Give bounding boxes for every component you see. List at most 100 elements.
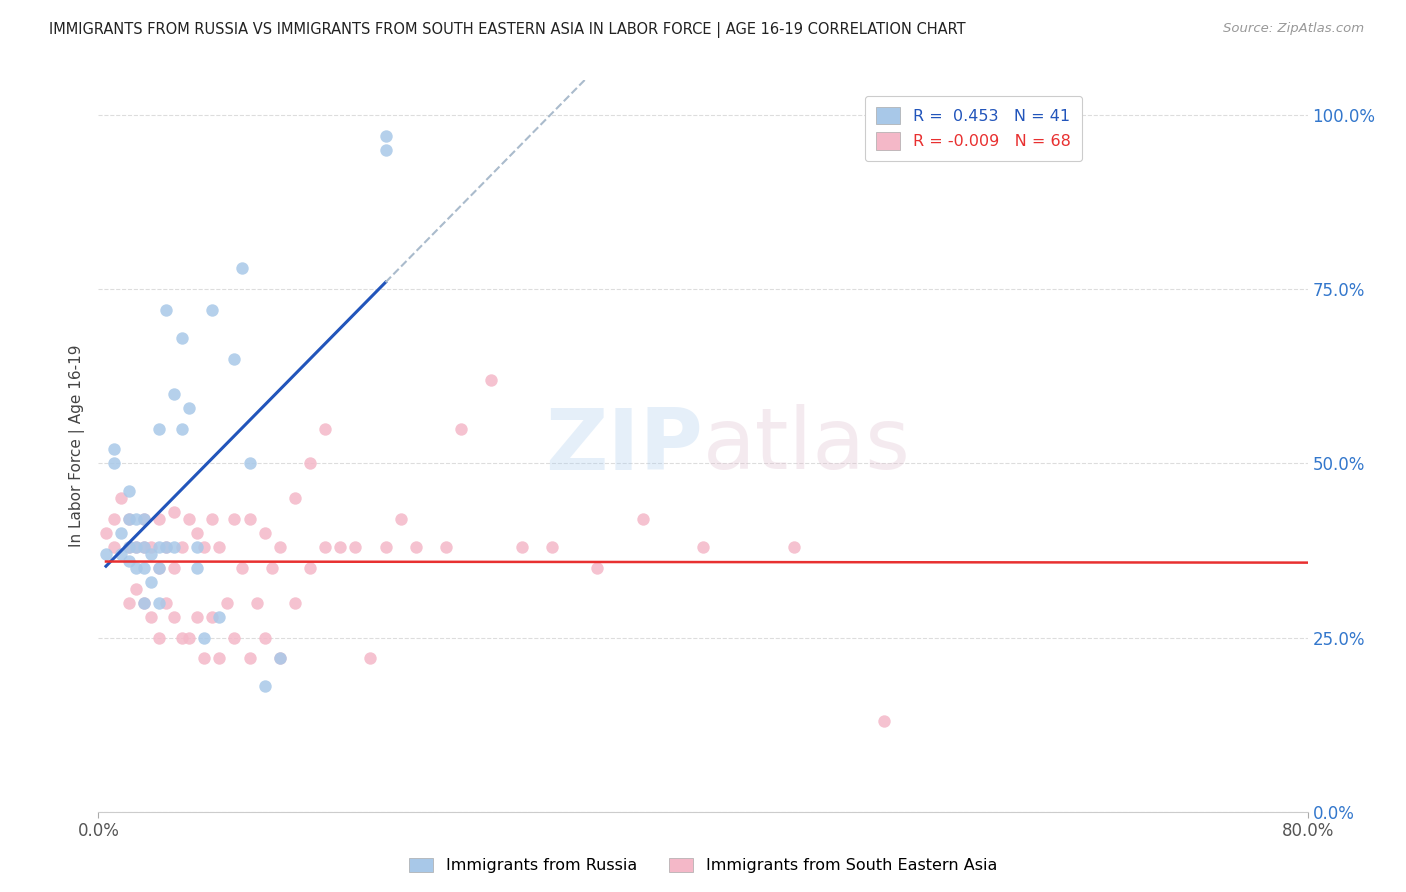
Point (389, 512, 412, 526)
Point (360, 651, 382, 665)
Point (141, 609, 163, 624)
Point (132, 596, 155, 610)
Point (170, 421, 193, 435)
Point (132, 512, 155, 526)
Point (510, 540, 533, 554)
Point (239, 457, 262, 471)
Point (631, 512, 654, 526)
Point (155, 540, 177, 554)
Point (193, 631, 215, 645)
Point (118, 540, 141, 554)
Point (141, 547, 163, 561)
Point (118, 512, 141, 526)
Point (783, 540, 806, 554)
Point (374, 128, 396, 143)
Legend: R =  0.453   N = 41, R = -0.009   N = 68: R = 0.453 N = 41, R = -0.009 N = 68 (865, 95, 1083, 161)
Point (132, 596, 155, 610)
Point (540, 540, 562, 554)
Point (110, 547, 132, 561)
Point (179, 401, 201, 415)
Point (201, 512, 224, 526)
Point (148, 596, 170, 610)
Point (224, 351, 246, 366)
Point (110, 491, 132, 506)
Point (125, 512, 148, 526)
Point (170, 331, 193, 345)
Point (163, 561, 186, 575)
Point (208, 540, 231, 554)
Point (132, 540, 155, 554)
Point (132, 561, 155, 575)
Point (118, 540, 141, 554)
Point (253, 526, 276, 541)
Point (94, 547, 117, 561)
Point (374, 540, 396, 554)
Point (262, 561, 284, 575)
Point (110, 526, 132, 541)
Point (141, 574, 163, 589)
Point (231, 261, 253, 276)
Point (374, 143, 396, 157)
Text: ZIP: ZIP (546, 404, 703, 488)
Point (155, 596, 177, 610)
Legend: Immigrants from Russia, Immigrants from South Eastern Asia: Immigrants from Russia, Immigrants from … (402, 851, 1004, 880)
Point (201, 303, 224, 318)
Point (170, 540, 193, 554)
Point (269, 651, 291, 665)
Point (186, 561, 208, 575)
Point (224, 631, 246, 645)
Text: Source: ZipAtlas.com: Source: ZipAtlas.com (1223, 22, 1364, 36)
Point (284, 491, 307, 506)
Text: IMMIGRANTS FROM RUSSIA VS IMMIGRANTS FROM SOUTH EASTERN ASIA IN LABOR FORCE | AG: IMMIGRANTS FROM RUSSIA VS IMMIGRANTS FRO… (49, 22, 966, 38)
Point (299, 457, 322, 471)
Point (118, 484, 141, 499)
Point (405, 540, 427, 554)
Point (344, 540, 367, 554)
Point (186, 609, 208, 624)
Point (148, 540, 170, 554)
Point (118, 554, 141, 568)
Point (692, 540, 714, 554)
Point (299, 561, 322, 575)
Point (269, 651, 291, 665)
Point (186, 526, 208, 541)
Point (208, 651, 231, 665)
Point (253, 631, 276, 645)
Y-axis label: In Labor Force | Age 16-19: In Labor Force | Age 16-19 (69, 344, 86, 548)
Point (103, 457, 125, 471)
Point (314, 540, 336, 554)
Point (179, 631, 201, 645)
Point (141, 540, 163, 554)
Point (103, 442, 125, 457)
Point (132, 512, 155, 526)
Point (148, 631, 170, 645)
Point (239, 512, 262, 526)
Point (208, 609, 231, 624)
Point (314, 421, 336, 435)
Point (148, 512, 170, 526)
Point (132, 540, 155, 554)
Point (873, 714, 896, 728)
Point (186, 540, 208, 554)
Point (170, 631, 193, 645)
Point (284, 596, 307, 610)
Point (118, 512, 141, 526)
Point (269, 540, 291, 554)
Point (148, 561, 170, 575)
Point (329, 540, 352, 554)
Point (148, 421, 170, 435)
Point (231, 561, 253, 575)
Point (163, 540, 186, 554)
Point (253, 679, 276, 693)
Point (239, 651, 262, 665)
Point (125, 540, 148, 554)
Point (586, 561, 609, 575)
Point (125, 540, 148, 554)
Point (450, 421, 472, 435)
Point (94, 526, 117, 541)
Point (163, 505, 186, 519)
Point (155, 540, 177, 554)
Point (224, 512, 246, 526)
Point (125, 582, 148, 596)
Point (163, 609, 186, 624)
